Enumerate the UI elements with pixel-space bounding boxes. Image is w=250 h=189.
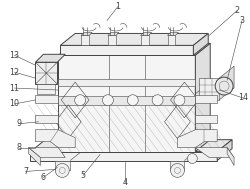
Circle shape (215, 77, 233, 95)
Text: 11: 11 (10, 84, 20, 93)
Polygon shape (81, 33, 92, 35)
Polygon shape (58, 43, 210, 55)
Polygon shape (28, 148, 40, 166)
Polygon shape (36, 115, 58, 123)
Polygon shape (70, 149, 85, 160)
Polygon shape (58, 55, 195, 152)
Polygon shape (108, 33, 119, 35)
Polygon shape (193, 33, 208, 55)
Text: 1: 1 (115, 2, 120, 11)
Text: 2: 2 (234, 6, 240, 15)
Polygon shape (184, 149, 199, 160)
Polygon shape (195, 115, 217, 123)
Polygon shape (195, 43, 210, 152)
Polygon shape (141, 33, 152, 35)
Polygon shape (36, 54, 65, 62)
Text: 10: 10 (10, 99, 20, 108)
Text: 12: 12 (10, 68, 20, 77)
Polygon shape (30, 140, 232, 152)
Bar (97, 143, 102, 147)
Polygon shape (81, 35, 89, 45)
Polygon shape (227, 148, 234, 166)
Polygon shape (36, 95, 58, 103)
Polygon shape (58, 79, 195, 86)
Text: 9: 9 (16, 119, 21, 128)
Polygon shape (195, 95, 217, 103)
Text: 3: 3 (240, 16, 244, 25)
Polygon shape (108, 35, 116, 45)
Polygon shape (60, 45, 193, 55)
Polygon shape (58, 96, 195, 105)
Circle shape (127, 95, 138, 106)
Polygon shape (36, 130, 75, 148)
Text: 7: 7 (23, 167, 28, 176)
Polygon shape (28, 148, 65, 158)
Polygon shape (60, 33, 208, 45)
Circle shape (102, 95, 114, 106)
Polygon shape (141, 35, 149, 45)
Polygon shape (36, 62, 57, 84)
Circle shape (152, 95, 163, 106)
Polygon shape (168, 35, 175, 45)
Polygon shape (30, 152, 217, 160)
Text: 6: 6 (41, 173, 46, 182)
Text: 13: 13 (10, 51, 20, 60)
Circle shape (174, 95, 185, 106)
Text: 4: 4 (122, 178, 127, 187)
Circle shape (188, 154, 197, 163)
Circle shape (55, 163, 69, 177)
Bar (95, 142, 113, 148)
Text: 5: 5 (80, 171, 86, 180)
Text: 14: 14 (238, 94, 248, 102)
Circle shape (75, 95, 86, 106)
Polygon shape (170, 160, 184, 170)
Polygon shape (38, 84, 55, 94)
Polygon shape (217, 140, 232, 160)
Polygon shape (178, 130, 217, 148)
Polygon shape (195, 148, 234, 158)
Polygon shape (55, 160, 70, 170)
Polygon shape (199, 78, 219, 100)
Circle shape (170, 163, 184, 177)
Text: 8: 8 (16, 143, 21, 152)
Polygon shape (219, 66, 234, 100)
Polygon shape (168, 33, 178, 35)
